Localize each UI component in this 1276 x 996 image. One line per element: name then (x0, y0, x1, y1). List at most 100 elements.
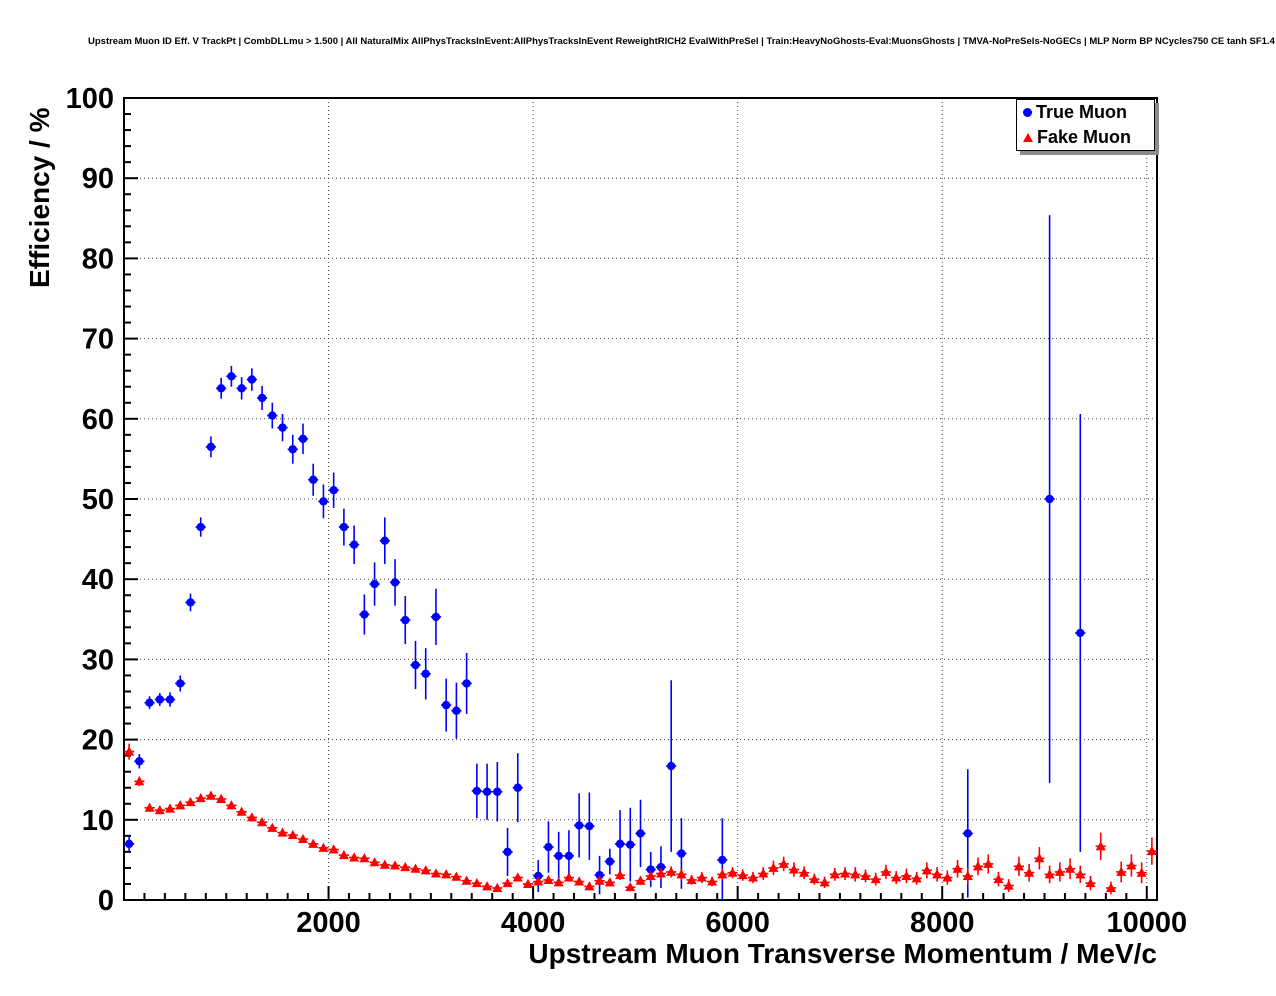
data-point-marker (553, 877, 564, 887)
data-point-marker (154, 804, 165, 815)
data-point-marker (196, 522, 205, 532)
plot-frame (123, 97, 1158, 901)
data-point-marker (205, 790, 216, 800)
data-point-marker (339, 522, 349, 532)
data-point-marker (369, 857, 380, 867)
data-point-marker (482, 881, 493, 891)
data-point-marker (1136, 867, 1147, 877)
data-point-marker (983, 858, 994, 868)
data-point-marker (1045, 494, 1054, 504)
data-point-marker (574, 821, 584, 830)
data-point-marker (1105, 882, 1116, 892)
data-point-marker (319, 497, 328, 506)
data-point-marker (707, 876, 718, 886)
data-point-marker (635, 875, 646, 885)
x-tick-label: 2000 (296, 907, 361, 939)
legend-label-true-muon: True Muon (1036, 102, 1127, 122)
y-tick-label: 20 (82, 725, 114, 757)
data-point-marker (390, 578, 400, 587)
data-point-marker (534, 871, 543, 881)
data-point-marker (451, 871, 462, 881)
data-point-marker (594, 875, 605, 885)
y-tick-label: 80 (82, 243, 114, 275)
legend-entry-fake-muon: Fake Muon (1017, 125, 1154, 150)
data-point-marker (462, 679, 471, 688)
data-point-marker (911, 873, 922, 883)
data-point-marker (441, 869, 452, 879)
data-point-marker (901, 870, 912, 880)
data-point-marker (492, 882, 503, 892)
data-point-marker (696, 872, 707, 882)
data-point-marker (216, 384, 226, 393)
data-point-marker (297, 833, 308, 844)
data-point-marker (288, 445, 297, 454)
axis-ticks (123, 97, 1148, 901)
data-point-marker (605, 857, 615, 866)
data-point-marker (482, 787, 492, 796)
data-point-marker (165, 695, 175, 704)
data-point-marker (380, 536, 390, 545)
data-point-marker (328, 844, 339, 854)
data-point-marker (401, 615, 410, 625)
data-point-marker (686, 874, 697, 884)
data-point-marker (1013, 861, 1024, 871)
data-point-marker (1146, 845, 1157, 856)
data-point-marker (379, 859, 390, 869)
legend-label-fake-muon: Fake Muon (1037, 127, 1132, 147)
data-point-marker (963, 829, 972, 838)
data-point-marker (952, 863, 963, 873)
fake-muon-marker-icon (1023, 133, 1033, 142)
data-point-marker (737, 869, 748, 880)
data-point-marker (645, 870, 656, 880)
data-point-marker (921, 865, 932, 875)
data-point-marker (973, 861, 984, 871)
data-point-marker (411, 660, 420, 670)
data-point-marker (359, 853, 370, 863)
data-point-marker (176, 679, 185, 688)
y-axis-title: Efficiency / % (24, 107, 55, 288)
y-tick-label: 0 (98, 885, 114, 917)
data-point-marker (175, 800, 186, 810)
data-point-marker (155, 695, 164, 704)
data-point-marker (655, 868, 666, 878)
data-point-marker (768, 862, 779, 872)
data-point-marker (236, 806, 247, 816)
data-point-marker (267, 822, 278, 832)
series-true-muon (124, 215, 1086, 900)
x-tick-label: 8000 (910, 907, 975, 939)
y-tick-label: 50 (82, 484, 114, 516)
data-point-marker (880, 866, 891, 876)
data-point-marker (656, 862, 666, 872)
data-point-marker (1126, 860, 1137, 870)
y-tick-label: 60 (82, 404, 114, 436)
y-tick-label: 100 (66, 83, 114, 115)
data-point-marker (452, 706, 461, 715)
data-point-marker (237, 384, 246, 393)
data-point-marker (268, 411, 277, 420)
data-point-marker (1075, 869, 1086, 879)
data-point-marker (646, 865, 655, 874)
data-point-marker (870, 873, 881, 884)
data-point-marker (1065, 863, 1076, 873)
legend-entry-true-muon: True Muon (1017, 100, 1154, 125)
data-point-marker (809, 873, 820, 884)
data-point-marker (349, 852, 360, 862)
y-tick-label: 90 (82, 163, 114, 195)
data-point-marker (502, 877, 513, 888)
data-point-marker (717, 869, 728, 879)
data-point-marker (574, 876, 585, 886)
data-point-marker (1044, 869, 1055, 879)
data-point-marker (390, 860, 401, 870)
data-point-marker (226, 800, 237, 810)
data-point-marker (278, 423, 287, 432)
data-point-marker (471, 877, 482, 888)
data-point-marker (778, 858, 789, 868)
data-point-marker (819, 877, 830, 887)
series-fake-muon (124, 743, 1157, 895)
data-point-marker (1085, 877, 1096, 888)
data-point-marker (554, 851, 563, 861)
data-point-marker (124, 746, 135, 756)
data-point-marker (186, 598, 195, 607)
data-point-marker (135, 757, 144, 766)
